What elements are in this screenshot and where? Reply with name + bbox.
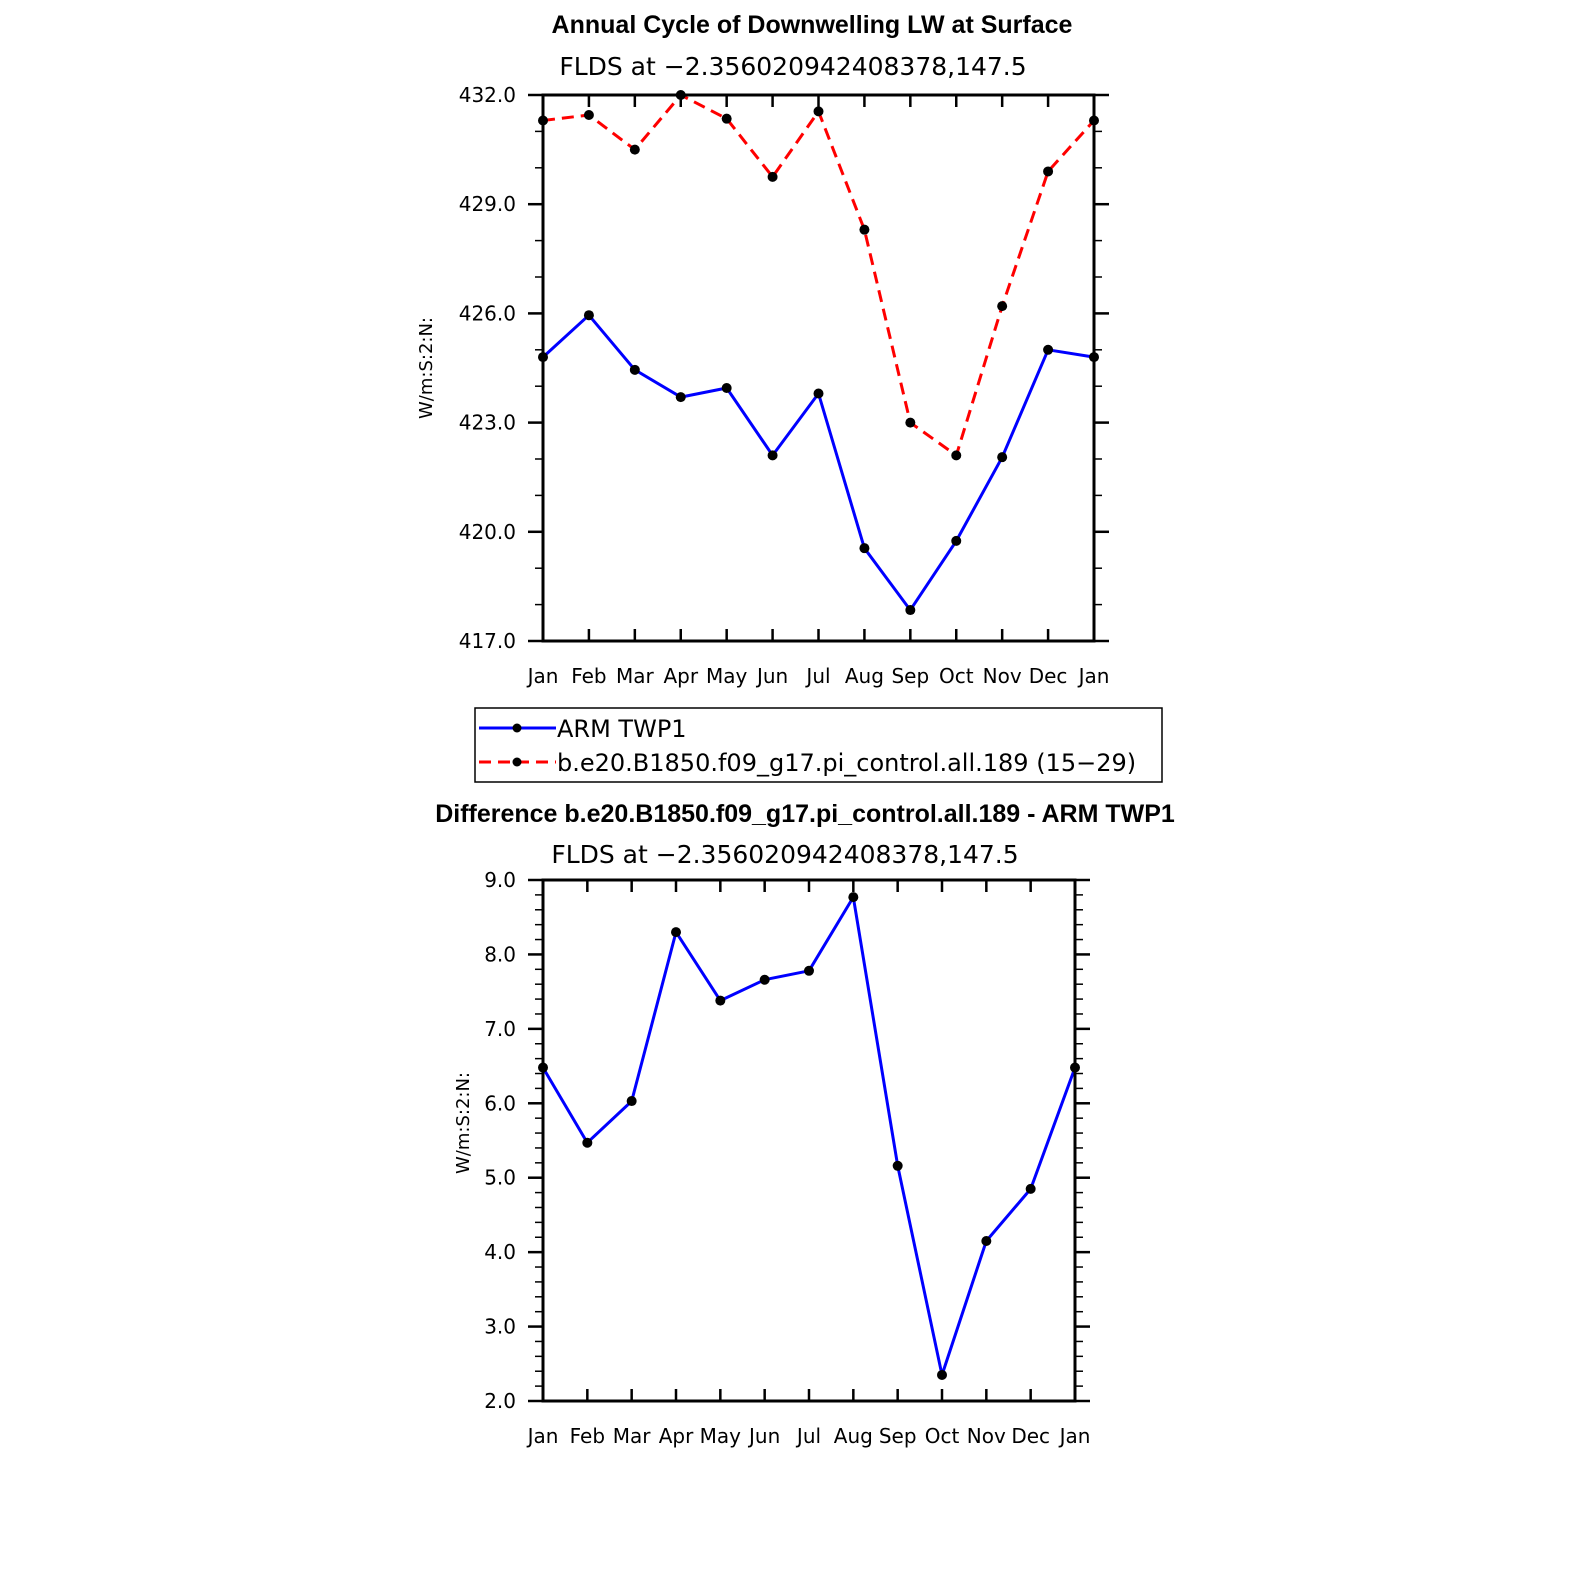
x-tick-label: Jul xyxy=(795,1424,821,1448)
series-0-point xyxy=(715,995,726,1006)
annual-cycle-panel: Annual Cycle of Downwelling LW at Surfac… xyxy=(416,11,1109,688)
y-tick-label: 5.0 xyxy=(484,1166,516,1190)
series-line-0 xyxy=(541,313,1095,612)
x-tick-label: Nov xyxy=(983,664,1022,688)
x-tick-label: Sep xyxy=(891,664,929,688)
x-tick-label: Oct xyxy=(925,1424,960,1448)
difference-panel: Difference b.e20.B1850.f09_g17.pi_contro… xyxy=(435,800,1175,1448)
plot-frame xyxy=(541,878,1077,1403)
y-tick-label: 9.0 xyxy=(484,868,516,892)
y-tick-label: 420.0 xyxy=(459,520,516,544)
series-0-point xyxy=(1025,1183,1036,1194)
chart-title: Annual Cycle of Downwelling LW at Surfac… xyxy=(552,11,1073,39)
series-0-point xyxy=(583,310,594,321)
x-tick-label: Dec xyxy=(1011,1424,1050,1448)
series-line-1 xyxy=(542,93,1096,457)
legend: ARM TWP1 b.e20.B1850.f09_g17.pi_control.… xyxy=(474,707,1163,783)
x-tick-label: Jul xyxy=(804,664,830,688)
series-0-point xyxy=(905,605,916,616)
y-tick-label: 426.0 xyxy=(459,301,516,325)
series-0-point xyxy=(721,383,732,394)
axes-ticks: Jan Feb Mar Apr May Jun Jul Aug Sep Oct Nov Dec Jan 2… xyxy=(484,868,1090,1448)
x-tick-label: Dec xyxy=(1029,664,1068,688)
series-1-point xyxy=(951,450,962,461)
series-0-point xyxy=(804,965,814,976)
y-tick-label: 8.0 xyxy=(484,942,516,966)
series-0-point xyxy=(848,892,859,903)
series-0-point xyxy=(759,974,770,985)
series-1-point xyxy=(997,301,1008,312)
series-0-point xyxy=(675,392,686,403)
x-tick-label: Jan xyxy=(526,1424,559,1448)
plot-frame xyxy=(541,93,1096,643)
series-1-point xyxy=(813,106,824,117)
y-tick-label: 7.0 xyxy=(484,1017,516,1041)
y-tick-label: 4.0 xyxy=(484,1240,516,1264)
y-tick-label: 423.0 xyxy=(459,411,516,435)
x-tick-label: May xyxy=(700,1424,742,1448)
series-1-point xyxy=(1043,166,1054,177)
chart-title: Difference b.e20.B1850.f09_g17.pi_contro… xyxy=(435,800,1175,828)
x-tick-label: Jun xyxy=(755,664,788,688)
y-tick-label: 417.0 xyxy=(459,629,516,653)
series-0-point xyxy=(859,543,870,554)
x-tick-label: Aug xyxy=(834,1424,873,1448)
x-tick-label: Jan xyxy=(1077,664,1110,688)
series-1-point xyxy=(905,417,916,428)
axes-ticks: Jan Feb Mar Apr May Jun Jul Aug Sep Oct Nov Dec Jan 4… xyxy=(459,83,1110,688)
x-tick-label: Jun xyxy=(747,1424,780,1448)
chart-subtitle: FLDS at −2.356020942408378,147.5 xyxy=(551,840,1018,869)
x-tick-label: Nov xyxy=(967,1424,1006,1448)
x-tick-label: Feb xyxy=(570,1424,605,1448)
y-axis-label: W/m:S:2:N: xyxy=(453,1072,474,1174)
series-group xyxy=(538,892,1080,1380)
x-tick-label: Oct xyxy=(939,664,974,688)
series-0-point xyxy=(951,535,962,546)
series-0-point xyxy=(981,1235,992,1246)
series-0-point xyxy=(892,1160,903,1171)
legend-label-arm: ARM TWP1 xyxy=(557,715,687,743)
series-1-point xyxy=(583,110,594,121)
x-tick-label: Aug xyxy=(845,664,884,688)
series-0-point xyxy=(767,450,778,461)
legend-marker-arm xyxy=(512,723,522,733)
x-tick-label: Feb xyxy=(571,664,606,688)
x-tick-label: May xyxy=(706,664,748,688)
legend-label-model: b.e20.B1850.f09_g17.pi_control.all.189 (… xyxy=(557,749,1136,777)
x-tick-label: Apr xyxy=(663,664,698,688)
x-tick-label: Jan xyxy=(1058,1424,1091,1448)
x-tick-label: Sep xyxy=(879,1424,917,1448)
series-0-point xyxy=(582,1137,593,1148)
series-1-point xyxy=(767,171,778,182)
series-1-point xyxy=(721,113,732,124)
y-tick-label: 429.0 xyxy=(459,192,516,216)
y-tick-label: 6.0 xyxy=(484,1091,516,1115)
series-0-point xyxy=(813,388,824,399)
x-tick-label: Mar xyxy=(613,1424,652,1448)
series-1-point xyxy=(629,144,640,155)
series-group xyxy=(538,90,1099,616)
series-0-point xyxy=(937,1369,947,1380)
y-tick-label: 432.0 xyxy=(459,83,516,107)
chart-subtitle: FLDS at −2.356020942408378,147.5 xyxy=(559,52,1026,81)
series-0-point xyxy=(671,927,681,938)
x-tick-label: Apr xyxy=(659,1424,694,1448)
y-tick-label: 3.0 xyxy=(484,1315,516,1339)
series-0-point xyxy=(626,1096,637,1107)
x-tick-label: Mar xyxy=(616,664,655,688)
series-0-point xyxy=(997,452,1008,463)
legend-marker-model xyxy=(512,757,522,767)
series-0-point xyxy=(629,364,640,375)
series-1-point xyxy=(859,224,870,235)
legend-box xyxy=(474,707,1163,783)
x-tick-label: Jan xyxy=(526,664,559,688)
y-tick-label: 2.0 xyxy=(484,1389,516,1413)
series-0-point xyxy=(1043,344,1054,355)
y-axis-label: W/m:S:2:N: xyxy=(416,317,437,419)
